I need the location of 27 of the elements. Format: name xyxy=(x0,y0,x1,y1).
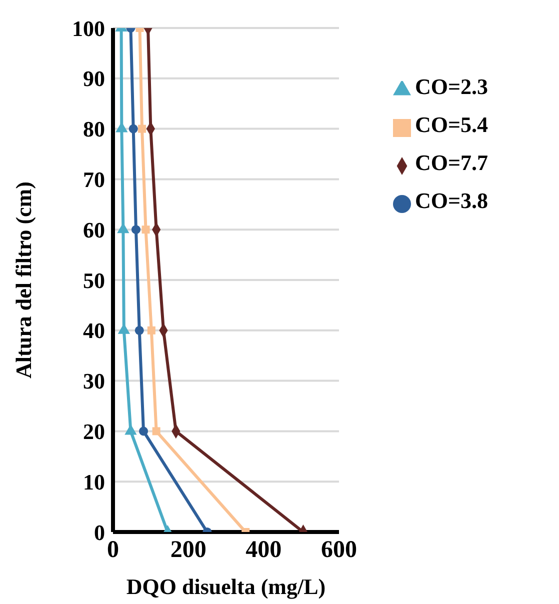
point xyxy=(147,326,156,334)
point xyxy=(138,124,146,133)
legend-label: CO=2.3 xyxy=(414,74,488,99)
y-tick-label: 60 xyxy=(83,217,105,242)
y-tick-label: 90 xyxy=(83,66,105,92)
point xyxy=(131,225,140,234)
x-tick-label: 400 xyxy=(246,537,282,564)
y-tick-label: 50 xyxy=(83,268,105,293)
y-tick-label: 30 xyxy=(83,368,105,394)
point xyxy=(142,226,150,234)
point xyxy=(128,124,138,134)
y-axis-title: Altura del filtro (cm) xyxy=(10,182,36,378)
y-tick-label: 100 xyxy=(72,16,105,41)
y-tick-label: 80 xyxy=(83,116,105,142)
y-tick-label: 0 xyxy=(94,520,105,545)
legend-label: CO=5.4 xyxy=(414,112,488,137)
x-tick-label: 600 xyxy=(321,537,357,564)
legend-label: CO=3.8 xyxy=(414,188,488,213)
point xyxy=(124,424,137,435)
y-tick-label: 20 xyxy=(83,419,105,444)
y-tick-label: 10 xyxy=(83,469,105,494)
point xyxy=(134,326,144,335)
y-tick-label: 70 xyxy=(83,167,105,192)
legend-label: CO=7.7 xyxy=(414,150,488,175)
x-axis-title: DQO disuelta (mg/L) xyxy=(126,574,326,599)
y-tick-label: 40 xyxy=(83,318,105,344)
x-tick-label: 200 xyxy=(170,537,206,564)
